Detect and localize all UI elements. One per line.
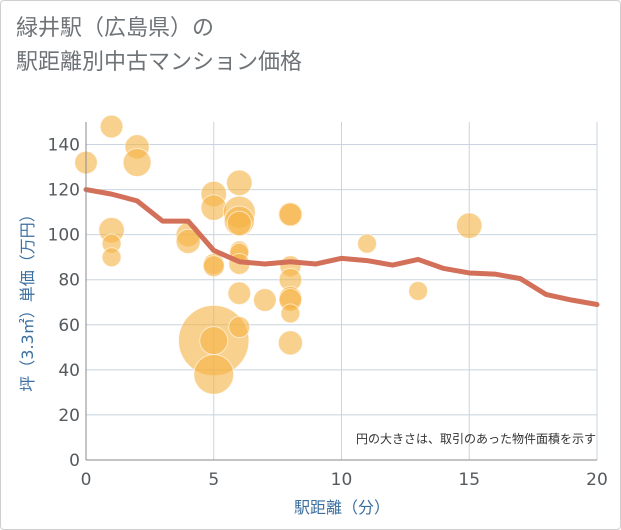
x-tick-label: 0 — [81, 470, 92, 490]
chart-title-line1: 緑井駅（広島県）の — [16, 16, 215, 41]
data-bubble — [280, 303, 301, 324]
x-tick-label: 5 — [208, 470, 219, 490]
x-tick-label: 15 — [458, 470, 480, 490]
x-tick-label: 10 — [331, 470, 353, 490]
data-bubble — [278, 202, 303, 227]
data-bubble — [122, 148, 152, 178]
data-bubble — [277, 330, 304, 356]
data-bubble — [193, 353, 235, 395]
x-tick-label: 20 — [586, 470, 608, 490]
y-tick-label: 40 — [58, 361, 80, 381]
y-tick-label: 120 — [48, 181, 80, 201]
data-bubble — [357, 233, 378, 254]
data-bubble — [252, 288, 277, 312]
chart-title-line2: 駅距離別中古マンション価格 — [16, 50, 303, 75]
data-bubble — [226, 169, 253, 197]
data-bubble — [227, 281, 252, 306]
y-tick-label: 80 — [58, 271, 80, 291]
data-bubble — [199, 326, 229, 356]
data-bubble — [202, 255, 225, 278]
data-bubble — [101, 247, 122, 268]
data-bubble — [226, 210, 252, 237]
x-axis-title: 駅距離（分） — [294, 498, 390, 517]
y-tick-labels: 0 20 40 60 80 100 120 140 — [48, 136, 80, 471]
y-tick-label: 0 — [69, 451, 80, 471]
trend-line-layer — [83, 187, 600, 308]
bubble-size-note: 円の大きさは、取引のあった物件面積を示す — [356, 431, 596, 446]
y-tick-label: 140 — [48, 136, 80, 156]
data-bubble — [200, 194, 228, 221]
trend-line — [83, 187, 600, 308]
data-bubble — [408, 281, 429, 301]
bubble-layer — [74, 114, 483, 395]
data-bubble — [99, 114, 124, 139]
chart-title: 緑井駅（広島県）の 駅距離別中古マンション価格 — [16, 12, 302, 80]
data-bubble — [455, 212, 483, 239]
data-bubble — [175, 228, 201, 255]
grid-lines — [86, 122, 598, 460]
y-tick-label: 100 — [48, 226, 80, 246]
data-bubble — [228, 316, 251, 339]
y-axis-title: 坪（3.3㎡）単価（万円） — [18, 206, 37, 391]
y-tick-label: 60 — [58, 316, 80, 336]
x-tick-labels: 0 5 10 15 20 — [81, 470, 608, 490]
axes — [85, 122, 597, 461]
y-tick-label: 20 — [58, 406, 80, 426]
